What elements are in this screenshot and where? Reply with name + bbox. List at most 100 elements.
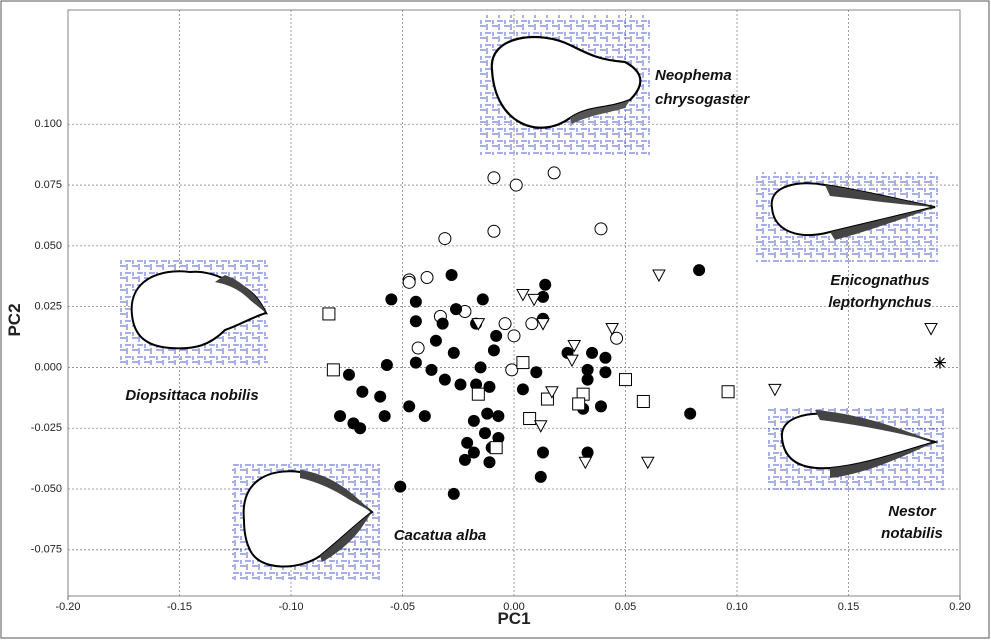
point — [594, 400, 607, 413]
point — [594, 222, 608, 236]
point — [581, 363, 594, 376]
point — [447, 346, 460, 359]
point — [487, 224, 501, 238]
y-tick-label: 0.000 — [34, 361, 62, 373]
y-tick-label: -0.050 — [31, 483, 62, 495]
series — [471, 269, 938, 470]
point — [487, 171, 501, 185]
x-tick-label: -0.20 — [55, 601, 80, 613]
point — [322, 307, 336, 321]
point — [605, 323, 619, 336]
point — [619, 373, 632, 387]
annotation: Cacatua alba — [394, 527, 487, 544]
point — [374, 390, 387, 403]
point — [483, 380, 496, 393]
inset-nestor — [768, 408, 944, 490]
point — [479, 427, 492, 440]
point — [487, 344, 500, 357]
point — [438, 232, 452, 246]
point — [378, 410, 391, 423]
point — [539, 278, 552, 291]
point — [445, 269, 458, 282]
point — [429, 334, 442, 347]
x-tick-label: -0.10 — [278, 601, 303, 613]
point — [438, 373, 451, 386]
annotation: Enicognathus — [830, 272, 929, 289]
point — [578, 456, 593, 470]
point — [447, 487, 460, 500]
point — [516, 356, 530, 370]
point — [483, 456, 496, 469]
point — [436, 317, 449, 330]
point — [409, 315, 422, 328]
point — [420, 270, 434, 284]
point — [470, 378, 483, 391]
point — [523, 411, 537, 425]
point — [527, 293, 541, 307]
y-axis-label: PC2 — [5, 303, 24, 336]
y-tick-label: 0.100 — [34, 118, 62, 130]
point — [567, 340, 582, 353]
annotation: Diopsittaca nobilis — [125, 387, 258, 404]
point — [525, 317, 539, 331]
point — [471, 387, 485, 401]
point — [565, 354, 579, 368]
point — [356, 385, 369, 398]
x-tick-label: -0.05 — [390, 601, 415, 613]
x-tick-label: 0.00 — [503, 601, 524, 613]
point — [334, 410, 347, 423]
point — [581, 446, 594, 459]
series — [322, 307, 735, 455]
point — [507, 329, 521, 343]
point — [450, 303, 463, 316]
point — [474, 361, 487, 374]
point — [380, 359, 393, 372]
point — [409, 295, 422, 308]
point — [533, 420, 548, 433]
x-tick-label: 0.10 — [726, 601, 747, 613]
shape-insets — [120, 15, 944, 580]
y-tick-label: 0.075 — [34, 179, 62, 191]
point — [768, 383, 782, 397]
point — [599, 366, 612, 379]
point — [489, 441, 503, 455]
point — [481, 407, 494, 420]
point — [411, 341, 425, 355]
point — [476, 293, 489, 306]
point — [924, 323, 938, 336]
point — [505, 363, 519, 377]
annotation: leptorhynchus — [828, 294, 931, 311]
point — [461, 436, 474, 449]
inset-cacatua — [232, 462, 380, 580]
point — [721, 385, 735, 399]
point — [610, 331, 624, 345]
point — [498, 317, 512, 331]
point — [599, 351, 612, 364]
annotation: chrysogaster — [655, 91, 750, 108]
annotation: Nestor — [888, 503, 937, 520]
annotation: Neophema — [655, 67, 732, 84]
point — [547, 166, 561, 180]
point — [471, 318, 486, 331]
x-axis-label: PC1 — [497, 609, 530, 628]
point — [402, 275, 416, 289]
point — [385, 293, 398, 306]
point — [545, 386, 559, 399]
point — [418, 410, 431, 423]
point — [467, 446, 480, 459]
x-tick-label: 0.15 — [838, 601, 859, 613]
point — [458, 453, 471, 466]
point — [581, 373, 594, 386]
y-tick-label: 0.050 — [34, 240, 62, 252]
series — [933, 356, 946, 369]
point — [509, 178, 523, 192]
point — [933, 356, 946, 369]
annotation: notabilis — [881, 525, 943, 542]
y-tick-label: -0.075 — [31, 544, 62, 556]
inset-diopsittaca — [120, 258, 268, 365]
point — [492, 431, 505, 444]
y-tick-label: -0.025 — [31, 422, 62, 434]
point — [425, 363, 438, 376]
point — [409, 356, 422, 369]
